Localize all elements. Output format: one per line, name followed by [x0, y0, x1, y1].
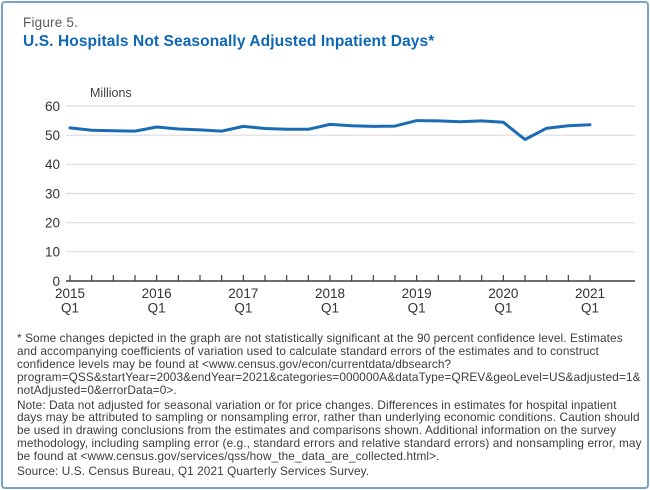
figure-label: Figure 5.: [23, 15, 79, 30]
svg-text:2018: 2018: [315, 286, 345, 301]
svg-text:Q1: Q1: [581, 301, 599, 316]
chart-gridlines: [66, 105, 635, 282]
svg-text:2020: 2020: [488, 286, 518, 301]
svg-text:Q1: Q1: [321, 301, 339, 316]
svg-text:Q1: Q1: [234, 301, 252, 316]
svg-text:60: 60: [45, 99, 60, 114]
chart-y-axis-labels: 0 10 20 30 40 50 60: [45, 99, 60, 289]
svg-text:2016: 2016: [142, 286, 172, 301]
svg-text:50: 50: [45, 128, 60, 143]
svg-text:Q1: Q1: [408, 301, 426, 316]
svg-text:Q1: Q1: [148, 301, 166, 316]
footnote-note: Note: Data not adjusted for seasonal var…: [17, 397, 642, 464]
svg-text:Q1: Q1: [61, 301, 79, 316]
svg-text:Q1: Q1: [494, 301, 512, 316]
svg-text:0: 0: [52, 274, 60, 289]
source-line: Source: U.S. Census Bureau, Q1 2021 Quar…: [17, 464, 370, 479]
chart-unit-label: Millions: [90, 86, 132, 100]
footnotes: * Some changes depicted in the graph are…: [17, 332, 642, 480]
svg-text:10: 10: [45, 245, 60, 260]
footnote-asterisk: * Some changes depicted in the graph are…: [17, 331, 641, 397]
svg-text:2017: 2017: [228, 286, 258, 301]
svg-text:2019: 2019: [402, 286, 432, 301]
chart-title: U.S. Hospitals Not Seasonally Adjusted I…: [23, 33, 435, 50]
svg-text:20: 20: [45, 215, 60, 230]
svg-text:2021: 2021: [575, 286, 605, 301]
svg-text:2015: 2015: [55, 286, 85, 301]
chart-x-axis: 2015Q12016Q12017Q12018Q12019Q12020Q12021…: [55, 275, 605, 316]
svg-text:40: 40: [45, 157, 60, 172]
chart-data-line: [68, 119, 592, 141]
svg-text:30: 30: [45, 186, 60, 201]
